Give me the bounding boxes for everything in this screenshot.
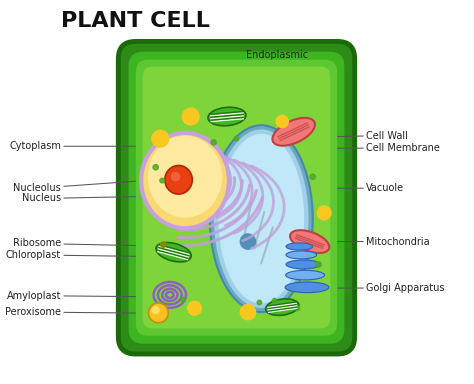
FancyBboxPatch shape bbox=[143, 66, 330, 328]
Ellipse shape bbox=[290, 230, 329, 253]
Circle shape bbox=[276, 115, 288, 127]
Text: Mitochondria: Mitochondria bbox=[316, 237, 430, 247]
FancyBboxPatch shape bbox=[118, 41, 355, 354]
Ellipse shape bbox=[273, 118, 315, 146]
Ellipse shape bbox=[286, 243, 313, 250]
Circle shape bbox=[152, 130, 169, 147]
Text: Amyloplast: Amyloplast bbox=[7, 291, 163, 301]
Ellipse shape bbox=[141, 133, 229, 228]
Circle shape bbox=[295, 306, 300, 311]
FancyBboxPatch shape bbox=[128, 52, 345, 344]
Circle shape bbox=[273, 298, 277, 303]
Circle shape bbox=[211, 140, 216, 145]
Circle shape bbox=[161, 242, 166, 247]
Text: Peroxisome: Peroxisome bbox=[5, 307, 155, 317]
Ellipse shape bbox=[219, 134, 304, 303]
Text: Golgi Apparatus: Golgi Apparatus bbox=[311, 283, 445, 293]
Circle shape bbox=[188, 301, 201, 315]
Circle shape bbox=[234, 136, 239, 141]
Text: Nucleus: Nucleus bbox=[22, 194, 173, 204]
Text: Chloroplast: Chloroplast bbox=[6, 250, 167, 260]
Text: Cell Wall: Cell Wall bbox=[331, 131, 408, 141]
Ellipse shape bbox=[208, 107, 246, 126]
Text: Vacuole: Vacuole bbox=[308, 183, 404, 193]
Ellipse shape bbox=[285, 282, 329, 293]
Circle shape bbox=[152, 307, 159, 314]
Ellipse shape bbox=[156, 243, 191, 262]
Text: Cytoplasm: Cytoplasm bbox=[9, 141, 144, 151]
FancyBboxPatch shape bbox=[136, 60, 337, 336]
Circle shape bbox=[310, 174, 315, 179]
Text: PLANT CELL: PLANT CELL bbox=[61, 11, 210, 31]
Circle shape bbox=[317, 206, 331, 220]
Circle shape bbox=[148, 303, 168, 323]
Ellipse shape bbox=[286, 270, 325, 280]
Ellipse shape bbox=[165, 166, 192, 194]
Ellipse shape bbox=[214, 129, 309, 308]
Text: Ribosome: Ribosome bbox=[13, 238, 159, 248]
Circle shape bbox=[182, 108, 199, 125]
Circle shape bbox=[316, 262, 321, 267]
Circle shape bbox=[153, 165, 158, 170]
Ellipse shape bbox=[265, 299, 299, 315]
Circle shape bbox=[257, 300, 262, 305]
Text: Cell Membrane: Cell Membrane bbox=[329, 143, 440, 153]
Ellipse shape bbox=[286, 251, 317, 259]
Ellipse shape bbox=[286, 260, 320, 269]
Circle shape bbox=[240, 305, 255, 320]
Circle shape bbox=[240, 234, 255, 249]
Circle shape bbox=[181, 297, 185, 302]
Ellipse shape bbox=[171, 172, 180, 182]
Ellipse shape bbox=[210, 125, 313, 312]
Ellipse shape bbox=[148, 136, 222, 218]
Text: Nucleolus: Nucleolus bbox=[13, 179, 169, 193]
Circle shape bbox=[160, 178, 164, 183]
Text: Endoplasmic
Reticulum: Endoplasmic Reticulum bbox=[229, 50, 308, 106]
